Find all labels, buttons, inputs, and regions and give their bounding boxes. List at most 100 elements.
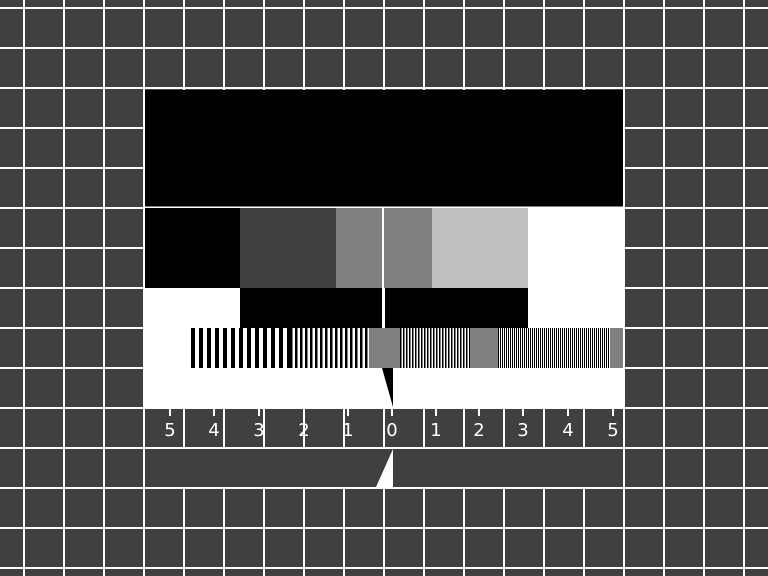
burst-medium-stripe (360, 328, 363, 368)
burst-high-b-stripe (544, 328, 545, 368)
burst-high-b-stripe (566, 328, 567, 368)
burst-medium-stripe (290, 328, 293, 368)
burst-high-a-stripe (442, 328, 444, 368)
gray-step (240, 208, 336, 288)
burst-high-a-stripe (400, 328, 402, 368)
burst-high-b-stripe (608, 328, 609, 368)
burst-low-stripe (271, 328, 275, 368)
gray-step (336, 208, 383, 288)
burst-high-a-stripe (451, 328, 453, 368)
burst-high-b-stripe (600, 328, 601, 368)
gray-step (145, 208, 240, 288)
grid-line-horizontal (0, 487, 768, 489)
burst-high-b-stripe (598, 328, 599, 368)
scale-tick (435, 408, 437, 416)
grid-line-horizontal (0, 7, 768, 9)
burst-medium-stripe (335, 328, 338, 368)
burst-medium-stripe (340, 328, 343, 368)
burst-high-b-stripe (556, 328, 557, 368)
center-pointer-up (376, 449, 393, 487)
burst-high-b-stripe (506, 328, 507, 368)
scale-tick (391, 408, 393, 416)
burst-high-b-stripe (518, 328, 519, 368)
burst-high-a-stripe (436, 328, 438, 368)
scale-tick (478, 408, 480, 416)
burst-high-b-stripe (526, 328, 527, 368)
burst-separator-1 (369, 328, 400, 368)
scale-label: 3 (517, 420, 528, 441)
burst-high-a-stripe (466, 328, 468, 368)
gray-step (432, 208, 528, 288)
grid-line-horizontal (0, 47, 768, 49)
burst-medium-stripe (325, 328, 328, 368)
test-card-panel: 5 4 3 2 1 0 1 2 3 4 5 (145, 90, 623, 487)
burst-high-b-stripe (564, 328, 565, 368)
burst-high-a-stripe (463, 328, 465, 368)
gray-step (528, 208, 623, 288)
white-left-block (145, 288, 240, 328)
burst-high-b-stripe (534, 328, 535, 368)
burst-high-b-stripe (592, 328, 593, 368)
burst-medium-stripe (365, 328, 368, 368)
burst-high-b-stripe (590, 328, 591, 368)
black-top-band (145, 90, 623, 207)
scale-tick (612, 408, 614, 416)
scale-label: 0 (386, 420, 397, 441)
burst-high-b-stripe (508, 328, 509, 368)
scale-label: 2 (298, 420, 309, 441)
burst-high-b-stripe (594, 328, 595, 368)
burst-high-b-stripe (510, 328, 511, 368)
burst-high-a-stripe (427, 328, 429, 368)
burst-high-b-stripe (584, 328, 585, 368)
burst-medium-stripe (310, 328, 313, 368)
resolution-bursts (145, 328, 623, 368)
burst-high-b-stripe (574, 328, 575, 368)
burst-high-b-stripe (522, 328, 523, 368)
burst-high-b-stripe (568, 328, 569, 368)
burst-high-a-stripe (433, 328, 435, 368)
burst-high-a-stripe (448, 328, 450, 368)
burst-medium-stripe (315, 328, 318, 368)
burst-high-a-stripe (457, 328, 459, 368)
burst-high-b-stripe (596, 328, 597, 368)
scale-label: 4 (562, 420, 573, 441)
burst-medium-stripe (295, 328, 298, 368)
burst-low-stripe (247, 328, 251, 368)
burst-high-a-stripe (412, 328, 414, 368)
burst-high-b-stripe (498, 328, 499, 368)
grid-line-horizontal (0, 567, 768, 569)
gray-scale-steps (145, 208, 623, 288)
burst-high-a-stripe (421, 328, 423, 368)
burst-low-stripe (239, 328, 243, 368)
burst-low-stripe (255, 328, 259, 368)
burst-high-a-stripe (469, 328, 471, 368)
burst-low-stripe (263, 328, 267, 368)
burst-high-a-base (400, 328, 471, 368)
burst-high-b-stripe (500, 328, 501, 368)
burst-high-b (498, 328, 610, 368)
scale-label: 3 (253, 420, 264, 441)
burst-left-white (145, 328, 191, 368)
burst-high-a-stripe (403, 328, 405, 368)
burst-high-a-stripe (454, 328, 456, 368)
burst-high-a-stripe (439, 328, 441, 368)
burst-right-gray (610, 328, 623, 368)
burst-high-b-stripe (572, 328, 573, 368)
burst-medium-stripe (350, 328, 353, 368)
scale-label: 4 (208, 420, 219, 441)
burst-low-stripe (287, 328, 290, 368)
scale-tick (347, 408, 349, 416)
scale-tick (303, 408, 305, 416)
burst-high-b-stripe (512, 328, 513, 368)
burst-high-b-stripe (578, 328, 579, 368)
burst-high-a-stripe (409, 328, 411, 368)
scale-label: 5 (607, 420, 618, 441)
white-right-block (528, 288, 623, 328)
scale-label: 5 (164, 420, 175, 441)
burst-high-b-stripe (524, 328, 525, 368)
burst-high-a-stripe (430, 328, 432, 368)
burst-high-b-stripe (520, 328, 521, 368)
burst-low-stripe (199, 328, 203, 368)
grid-line-horizontal (0, 87, 768, 89)
